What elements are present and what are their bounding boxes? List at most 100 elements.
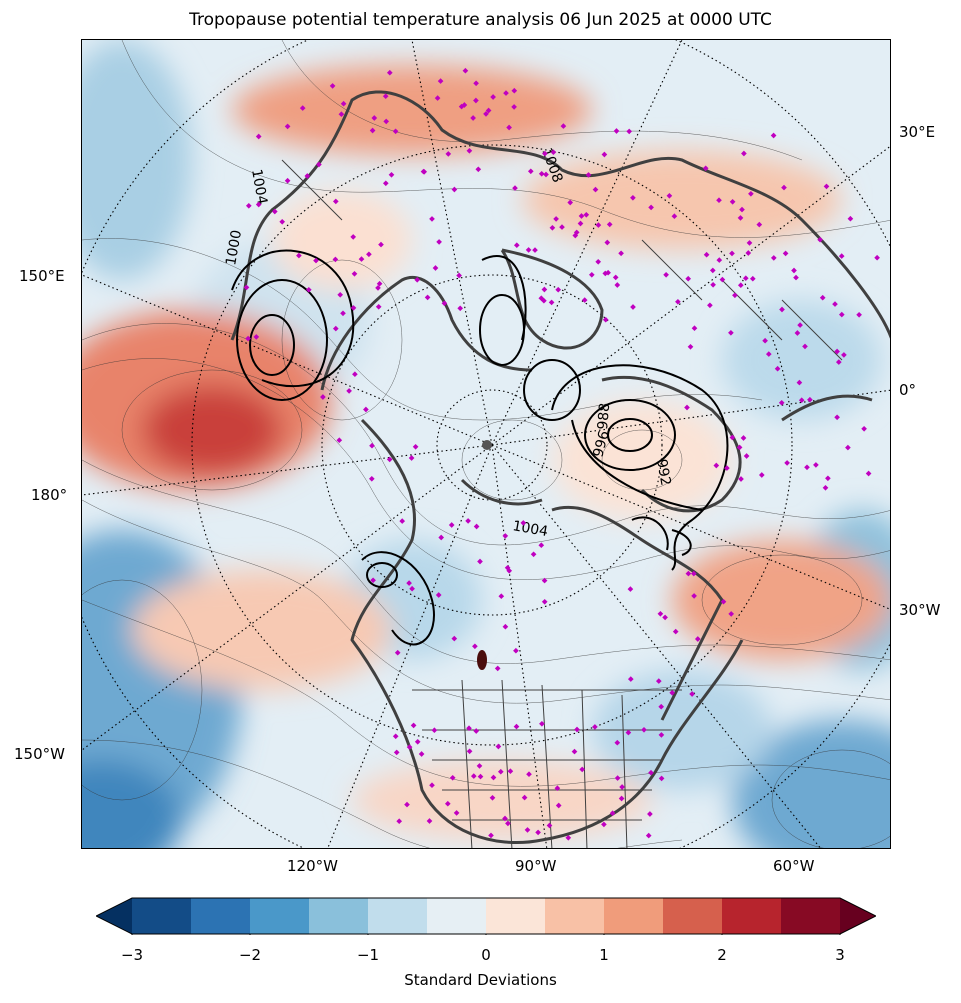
station-marker: [412, 443, 419, 450]
station-marker: [874, 254, 880, 261]
station-marker: [382, 180, 389, 187]
station-marker: [505, 820, 511, 827]
station-marker: [663, 271, 669, 278]
station-marker: [618, 250, 624, 257]
station-marker: [506, 124, 512, 131]
station-marker: [535, 829, 541, 836]
station-marker: [488, 832, 494, 839]
station-marker: [574, 726, 580, 733]
coastlines: [230, 90, 890, 845]
station-marker: [532, 247, 538, 253]
station-marker: [542, 150, 548, 157]
colorbar-cell: [486, 898, 546, 934]
station-marker: [369, 442, 375, 449]
station-marker: [602, 270, 609, 277]
station-marker: [627, 586, 634, 592]
station-marker: [762, 337, 768, 344]
station-marker: [313, 257, 319, 264]
station-marker: [647, 811, 653, 817]
colorbar-cell: [722, 898, 782, 934]
colorbar-cell: [368, 898, 428, 934]
station-marker: [444, 800, 451, 807]
station-marker: [685, 275, 692, 282]
station-marker: [779, 306, 785, 313]
station-marker: [822, 484, 829, 491]
station-marker: [245, 335, 251, 342]
station-marker: [592, 724, 598, 730]
station-marker: [684, 404, 690, 411]
station-marker: [490, 774, 497, 781]
station-marker: [585, 172, 592, 178]
station-marker: [658, 775, 665, 782]
station-marker: [672, 628, 679, 635]
station-marker: [368, 475, 375, 482]
station-marker: [823, 183, 830, 190]
station-marker: [567, 199, 574, 206]
station-marker: [614, 775, 621, 781]
station-marker: [791, 267, 797, 274]
station-marker: [572, 232, 579, 239]
station-marker: [541, 297, 547, 304]
station-marker: [370, 577, 376, 584]
station-marker: [724, 465, 730, 471]
station-marker: [431, 727, 438, 734]
station-marker: [770, 132, 777, 139]
station-marker: [337, 291, 344, 298]
station-marker: [456, 272, 462, 279]
station-marker: [619, 784, 625, 790]
station-marker: [527, 168, 534, 175]
station-marker: [794, 330, 801, 336]
station-marker: [406, 580, 412, 586]
station-marker: [602, 316, 609, 323]
station-marker: [729, 198, 736, 205]
station-marker: [614, 282, 621, 288]
lon-label-30e: 30°E: [899, 123, 936, 141]
station-marker: [340, 310, 346, 317]
station-marker: [716, 197, 722, 204]
station-marker: [513, 647, 519, 654]
colorbar-label: Standard Deviations: [404, 971, 557, 989]
station-marker: [473, 80, 479, 87]
station-marker: [658, 703, 665, 710]
station-marker: [549, 224, 556, 231]
station-marker: [466, 725, 472, 732]
colorbar-cell: [427, 898, 487, 934]
station-marker: [399, 518, 406, 524]
station-marker: [498, 593, 505, 600]
station-marker: [578, 213, 585, 219]
station-marker: [485, 107, 492, 114]
station-marker: [588, 271, 595, 278]
station-marker: [774, 365, 781, 372]
station-marker: [243, 284, 250, 291]
pressure-label: 1004: [248, 168, 270, 206]
station-marker: [494, 665, 501, 672]
colorbar-extend-low: [96, 898, 132, 934]
station-marker: [350, 305, 357, 311]
station-marker: [687, 343, 694, 350]
station-marker: [729, 434, 736, 441]
station-marker: [749, 275, 756, 282]
pressure-label: 988: [595, 402, 613, 430]
station-marker: [502, 815, 508, 822]
pressure-label: 1000: [223, 229, 245, 267]
station-marker: [571, 748, 578, 755]
colorbar-tick-label: −2: [238, 946, 262, 964]
pressure-label: 1004: [511, 518, 549, 540]
colorbar-tick-label: −3: [120, 946, 144, 964]
station-marker: [271, 208, 278, 215]
station-marker: [838, 253, 845, 259]
station-marker: [553, 216, 559, 222]
station-marker: [284, 123, 291, 130]
station-marker: [737, 215, 744, 221]
station-marker: [396, 818, 403, 825]
station-marker: [841, 352, 847, 358]
station-marker: [363, 406, 369, 413]
station-marker: [366, 251, 372, 258]
station-marker: [817, 236, 823, 243]
station-marker: [595, 222, 602, 228]
station-marker: [497, 768, 504, 775]
station-marker: [581, 297, 588, 303]
station-marker: [245, 202, 252, 209]
station-marker: [548, 299, 555, 306]
station-marker: [784, 460, 790, 466]
